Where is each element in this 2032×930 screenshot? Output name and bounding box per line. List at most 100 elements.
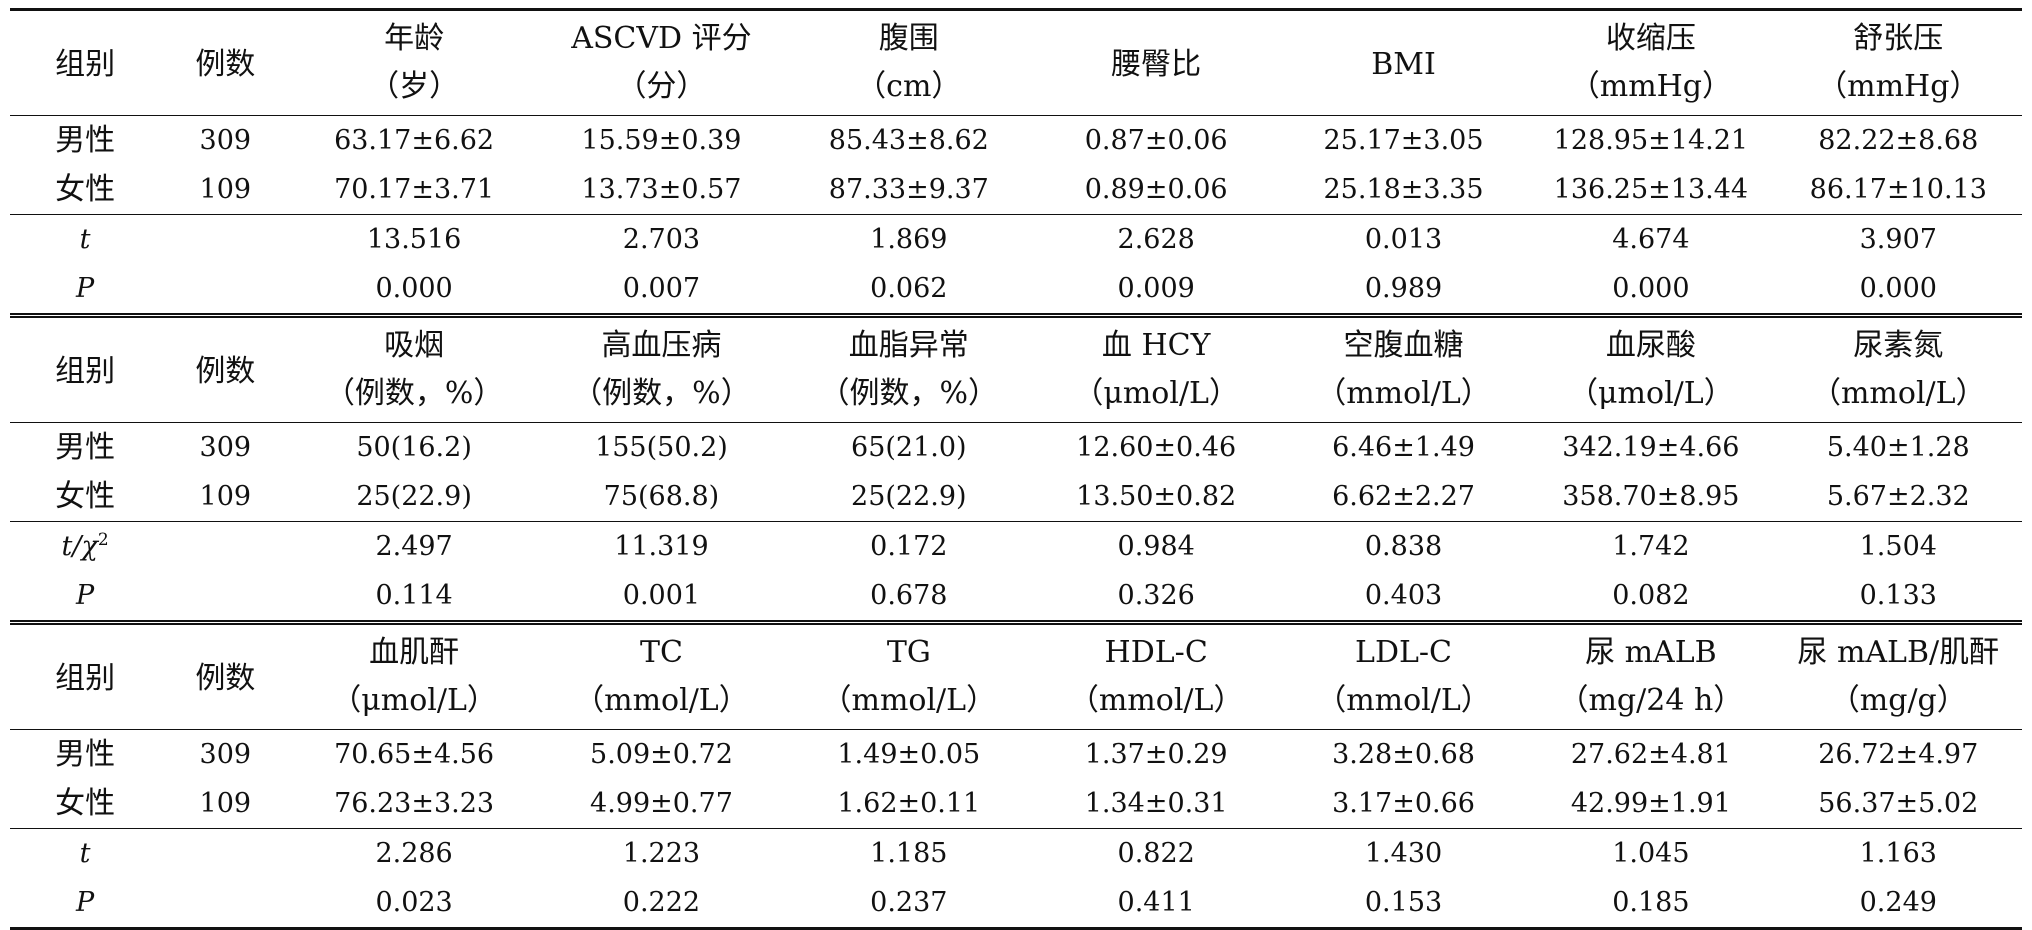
stat-value-cell: 0.984 — [1032, 521, 1280, 571]
stat-value-cell: 0.838 — [1279, 521, 1528, 571]
group-header: 组别 — [10, 620, 161, 730]
stat-value-cell: 1.223 — [537, 828, 786, 878]
empty-cell — [160, 571, 290, 623]
stat-label: P — [76, 887, 95, 918]
empty-cell — [160, 521, 291, 571]
column-header-unit: （mmHg） — [1817, 69, 1980, 104]
column-header-title: 吸烟 — [290, 313, 538, 370]
value-cell: 25.18±3.35 — [1323, 174, 1484, 205]
value-cell: 70.65±4.56 — [290, 729, 538, 779]
value-cell: 25(22.9) — [851, 481, 967, 512]
stat-value-cell: 2.703 — [537, 214, 786, 264]
count-cell: 309 — [160, 115, 291, 165]
stat-label-cell: t/χ2 — [10, 521, 161, 571]
stat-value-cell: 0.185 — [1527, 878, 1775, 930]
value-cell: 1.49±0.05 — [785, 729, 1033, 779]
table-row: 女性 109 76.23±3.23 4.99±0.77 1.62±0.11 1.34±0.… — [10, 779, 2022, 829]
value-cell: 1.62±0.11 — [837, 788, 981, 819]
stat-value-cell: 0.007 — [622, 273, 701, 304]
value-cell: 1.37±0.29 — [1032, 729, 1280, 779]
stat-value-cell: 1.742 — [1527, 521, 1775, 571]
column-header-title: 血肌酐 — [290, 620, 538, 677]
column-header-title: 年龄 — [290, 8, 538, 63]
empty-cell — [160, 214, 291, 264]
count-header: 例数 — [160, 313, 291, 423]
stat-value-cell: 0.062 — [870, 273, 948, 304]
stat-label: t/χ — [61, 531, 98, 562]
group-cell: 男性 — [10, 729, 161, 779]
empty-cell — [160, 828, 291, 878]
group-cell: 男性 — [10, 422, 161, 472]
stat-value-cell: 1.869 — [785, 214, 1033, 264]
value-cell: 26.72±4.97 — [1774, 729, 2022, 779]
column-header-title: 腰臀比 — [1032, 8, 1280, 116]
stat-value-cell: 3.907 — [1774, 214, 2022, 264]
column-header-title: 腹围 — [785, 8, 1033, 63]
stat-value-cell: 0.023 — [290, 878, 538, 930]
column-header-title: 空腹血糖 — [1279, 313, 1528, 370]
column-header-unit: （μmol/L） — [1568, 376, 1734, 411]
column-header-unit: （mmol/L） — [821, 683, 997, 718]
column-header-unit: （mmol/L） — [574, 683, 749, 718]
stat-value-cell: 0.822 — [1032, 828, 1280, 878]
group-cell: 男性 — [10, 115, 161, 165]
value-cell: 5.40±1.28 — [1774, 422, 2022, 472]
value-cell: 50(16.2) — [290, 422, 538, 472]
column-header-title: 血尿酸 — [1527, 313, 1775, 370]
value-cell: 342.19±4.66 — [1527, 422, 1775, 472]
stat-row: t/χ2 2.497 11.319 0.172 0.984 0.838 1.742 1.504 — [10, 521, 2022, 571]
value-cell: 5.67±2.32 — [1826, 481, 1970, 512]
value-cell: 3.17±0.66 — [1332, 788, 1475, 819]
column-header-unit: （mmol/L） — [1316, 376, 1491, 411]
table-row: 男性 309 70.65±4.56 5.09±0.72 1.49±0.05 1.37±0.… — [10, 729, 2022, 779]
value-cell: 136.25±13.44 — [1553, 174, 1749, 205]
column-header-unit: （mg/g） — [1829, 683, 1967, 718]
value-cell: 56.37±5.02 — [1818, 788, 1979, 819]
stat-label: t — [79, 838, 91, 869]
column-header-unit: （mmHg） — [1569, 69, 1733, 104]
value-cell: 82.22±8.68 — [1774, 115, 2022, 165]
stat-value-cell: 1.163 — [1774, 828, 2022, 878]
stat-value-cell: 1.185 — [785, 828, 1033, 878]
column-header-title: TG — [785, 620, 1033, 677]
section-header-units-row: （例数，%） （例数，%） （例数，%） （μmol/L） （mmol/L） （μmol/… — [10, 370, 2022, 423]
value-cell: 70.17±3.71 — [334, 174, 495, 205]
stat-value-cell: 0.000 — [1612, 273, 1690, 304]
value-cell: 42.99±1.91 — [1570, 788, 1731, 819]
group-header: 组别 — [10, 313, 161, 423]
value-cell: 12.60±0.46 — [1032, 422, 1280, 472]
stat-value-cell: 0.172 — [785, 521, 1033, 571]
value-cell: 0.89±0.06 — [1084, 174, 1228, 205]
stat-value-cell: 0.114 — [375, 580, 453, 611]
column-header-title: ASCVD 评分 — [537, 8, 786, 63]
stat-value-cell: 0.411 — [1032, 878, 1280, 930]
empty-cell — [160, 878, 291, 930]
stat-value-cell: 0.326 — [1117, 580, 1195, 611]
column-header-unit: （例数，%） — [324, 376, 504, 411]
stat-row: t 2.286 1.223 1.185 0.822 1.430 1.045 1.163 — [10, 828, 2022, 878]
value-cell: 27.62±4.81 — [1527, 729, 1775, 779]
column-header-title: LDL-C — [1279, 620, 1528, 677]
value-cell: 15.59±0.39 — [537, 115, 786, 165]
stat-value-cell: 0.153 — [1279, 878, 1528, 930]
value-cell: 6.62±2.27 — [1332, 481, 1475, 512]
column-header-title: BMI — [1279, 8, 1528, 116]
stat-row: P 0.000 0.007 0.062 0.009 0.989 0.000 0.000 — [10, 264, 2022, 316]
section-header-row: 组别 例数 年龄 ASCVD 评分 腹围 腰臀比 BMI 收缩压 舒张压 — [10, 8, 2022, 116]
group-cell: 女性 — [55, 785, 116, 821]
value-cell: 85.43±8.62 — [785, 115, 1033, 165]
count-cell: 109 — [199, 481, 252, 512]
empty-cell — [160, 264, 290, 316]
stat-value-cell: 0.403 — [1364, 580, 1443, 611]
stat-value-cell: 0.009 — [1117, 273, 1195, 304]
value-cell: 5.09±0.72 — [537, 729, 786, 779]
table-row: 男性 309 63.17±6.62 15.59±0.39 85.43±8.62 0.87±… — [10, 115, 2022, 165]
stat-value-cell: 0.133 — [1859, 580, 1937, 611]
value-cell: 0.87±0.06 — [1032, 115, 1280, 165]
column-header-title: HDL-C — [1032, 620, 1280, 677]
column-header-unit: （例数，%） — [572, 376, 751, 411]
column-header-title: 尿 mALB — [1527, 620, 1775, 677]
stat-value-cell: 1.504 — [1774, 521, 2022, 571]
count-header: 例数 — [160, 8, 291, 116]
section-header-row: 组别 例数 吸烟 高血压病 血脂异常血 HCY 空腹血糖 血尿酸 尿素氮 — [10, 313, 2022, 423]
